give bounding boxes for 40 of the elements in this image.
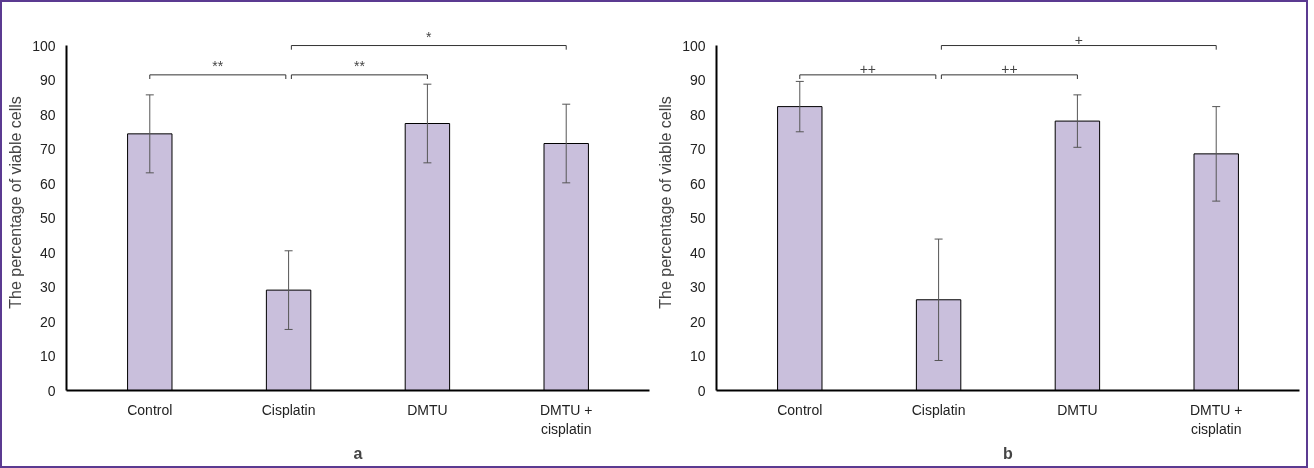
x-tick-label: DMTU + cisplatin [1189,401,1243,437]
text: * [426,28,433,45]
y-tick-label: 90 [689,72,706,89]
y-tick-label: 100 [32,37,56,54]
y-tick-label: 40 [39,244,56,261]
x-tick-label: DMTU [1057,401,1098,418]
x-tick-label: DMTU + cisplatin [539,401,593,437]
y-tick-label: 0 [697,382,706,399]
x-tick-label: Cisplatin [911,401,966,418]
y-tick-label: 80 [689,106,706,123]
y-tick-label: 20 [39,313,56,330]
annotation: + [1074,31,1083,48]
annotation: ** [353,57,366,74]
x-tick-label: Cisplatin [261,401,316,418]
y-tick-label: 100 [682,37,706,54]
y-tick-label: 60 [39,175,56,192]
y-tick-label: 20 [689,313,706,330]
y-tick-label: 70 [689,141,706,158]
y-tick-label: 10 [39,348,56,364]
y-tick-label: 80 [39,106,56,123]
annotation: ++ [1001,60,1018,77]
y-tick-label: 70 [39,141,56,158]
x-tick-label: Control [777,401,823,418]
x-axis-title: a [353,444,363,462]
annotation: ++ [859,60,876,77]
y-tick-label: 30 [39,279,56,296]
x-axis-title: b [1003,444,1014,462]
y-tick-label: 0 [47,382,56,399]
y-tick-label: 90 [39,72,56,89]
x-tick-label: DMTU [407,401,448,418]
y-tick-label: 30 [689,279,706,296]
y-axis-title: The percentage of viable cells [7,96,25,309]
y-tick-label: 50 [689,210,706,227]
y-tick-label: 40 [689,244,706,261]
y-tick-label: 10 [689,348,706,364]
y-tick-label: 50 [39,210,56,227]
y-axis-title: The percentage of viable cells [657,96,675,309]
y-tick-label: 60 [689,175,706,192]
annotation: ** [212,57,224,74]
x-tick-label: Control [127,401,173,418]
